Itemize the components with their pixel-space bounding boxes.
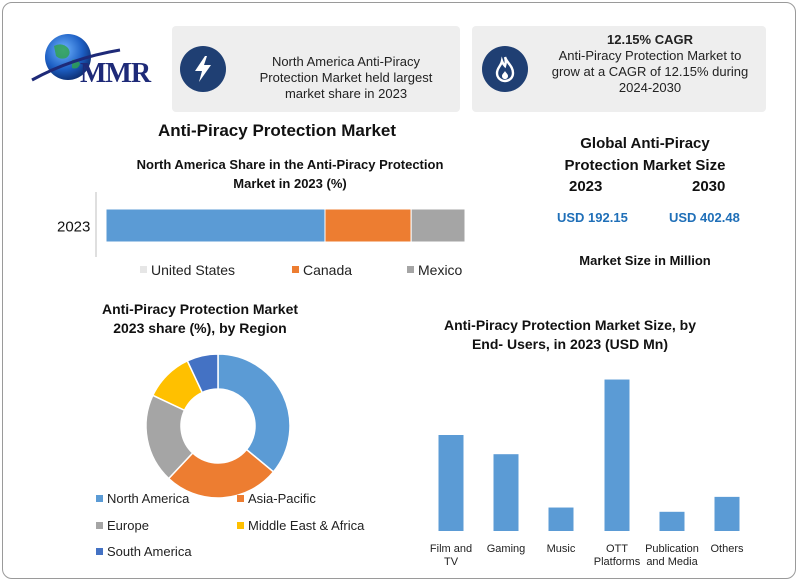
market-size-title: Global Anti-Piracy Protection Market Siz… [545, 133, 745, 177]
value-2030: USD 402.48 [669, 210, 740, 225]
info-line: 2024-2030 [618, 80, 682, 95]
info-box-north-america: North America Anti-Piracy Protection Mar… [172, 26, 460, 112]
flame-icon [495, 56, 515, 83]
info-text: 12.15% CAGR Anti-Piracy Protection Marke… [542, 32, 758, 96]
info-line: Protection Market held largest [259, 70, 433, 85]
donut-chart-title: Anti-Piracy Protection Market 2023 share… [70, 300, 330, 338]
page-title: Anti-Piracy Protection Market [157, 121, 397, 140]
value-2023: USD 192.15 [557, 210, 628, 225]
info-text: North America Anti-Piracy Protection Mar… [240, 54, 452, 102]
cagr-heading: 12.15% CAGR [607, 32, 693, 47]
info-icon-circle [482, 46, 528, 92]
stacked-chart-title: North America Share in the Anti-Piracy P… [95, 155, 485, 193]
info-line: Anti-Piracy Protection Market to [558, 48, 742, 63]
chart-title-line: 2023 share (%), by Region [113, 320, 287, 336]
market-size-title-line: Protection Market Size [564, 157, 726, 174]
globe-icon [31, 34, 121, 82]
mmr-logo [30, 32, 165, 102]
market-size-footer: Market Size in Million [579, 253, 711, 268]
chart-title-line: North America Share in the Anti-Piracy P… [136, 157, 444, 172]
column-chart-title: Anti-Piracy Protection Market Size, by E… [420, 316, 720, 354]
chart-title-line: Anti-Piracy Protection Market Size, by [443, 317, 697, 333]
chart-title-line: Market in 2023 (%) [233, 176, 347, 191]
info-line: grow at a CAGR of 12.15% during [551, 64, 749, 79]
logo-text: MMR [80, 58, 151, 89]
market-size-title-line: Global Anti-Piracy [580, 135, 710, 152]
info-icon-circle [180, 46, 226, 92]
year-2030-label: 2030 [692, 178, 726, 195]
info-line: North America Anti-Piracy [271, 54, 421, 69]
chart-title-line: Anti-Piracy Protection Market [101, 301, 299, 317]
chart-title-line: End- Users, in 2023 (USD Mn) [471, 336, 669, 352]
info-box-cagr: 12.15% CAGR Anti-Piracy Protection Marke… [472, 26, 766, 112]
info-line: market share in 2023 [284, 86, 408, 101]
lightning-icon [195, 56, 211, 82]
year-2023-label: 2023 [569, 178, 603, 195]
